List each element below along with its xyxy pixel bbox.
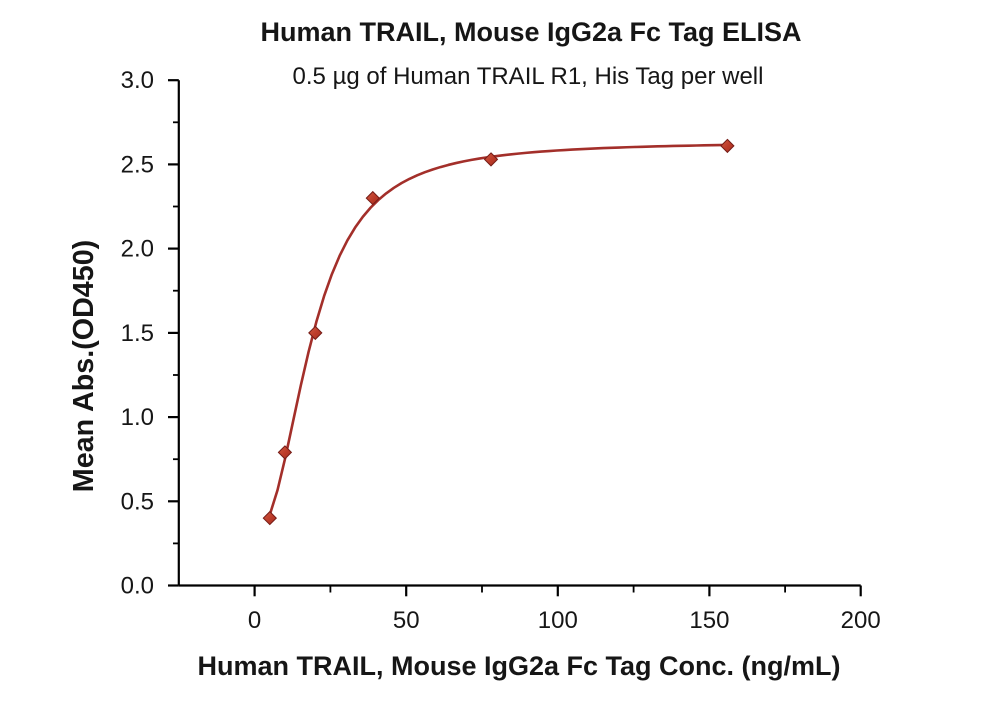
svg-text:1.5: 1.5: [121, 320, 154, 347]
svg-text:150: 150: [689, 607, 729, 634]
svg-text:0.0: 0.0: [121, 573, 154, 600]
svg-text:1.0: 1.0: [121, 404, 154, 431]
svg-text:2.0: 2.0: [121, 236, 154, 263]
svg-text:0: 0: [248, 607, 261, 634]
svg-text:2.5: 2.5: [121, 151, 154, 178]
svg-text:50: 50: [393, 607, 420, 634]
svg-text:200: 200: [841, 607, 881, 634]
svg-text:Human TRAIL, Mouse IgG2a Fc Ta: Human TRAIL, Mouse IgG2a Fc Tag Conc. (n…: [197, 651, 840, 681]
svg-text:0.5: 0.5: [121, 488, 154, 515]
svg-text:Mean Abs.(OD450): Mean Abs.(OD450): [68, 240, 100, 492]
svg-text:Human TRAIL, Mouse IgG2a Fc Ta: Human TRAIL, Mouse IgG2a Fc Tag ELISA: [260, 17, 801, 47]
svg-text:0.5 µg of Human TRAIL R1, His: 0.5 µg of Human TRAIL R1, His Tag per we…: [293, 63, 764, 90]
svg-text:100: 100: [538, 607, 578, 634]
svg-text:3.0: 3.0: [121, 67, 154, 94]
